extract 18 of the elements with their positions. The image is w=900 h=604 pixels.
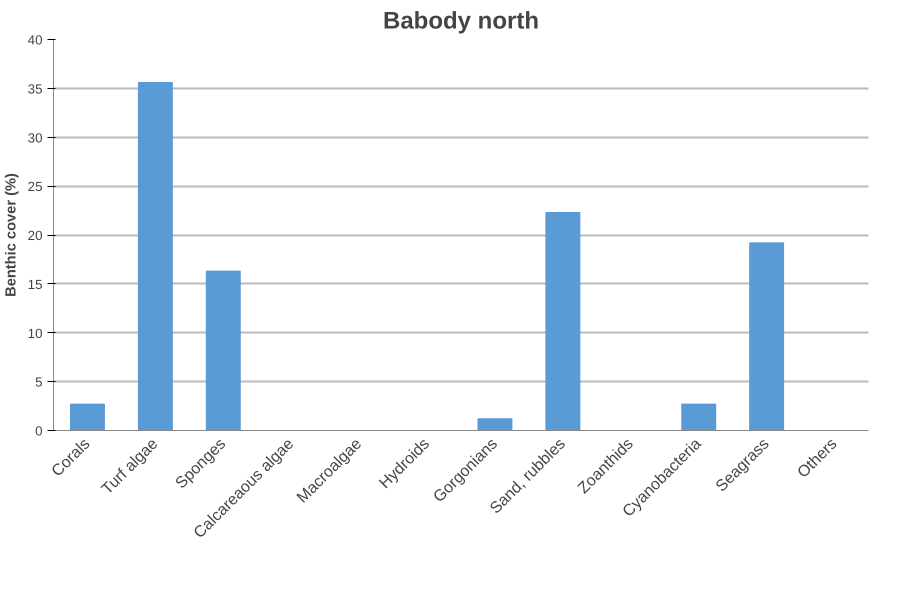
y-tick-label: 20	[28, 228, 43, 243]
bar	[206, 270, 241, 430]
bar	[681, 404, 716, 430]
bar	[545, 212, 580, 430]
bar	[477, 418, 512, 430]
bar	[138, 82, 173, 430]
y-tick-label: 0	[35, 424, 43, 438]
y-tick-label: 35	[28, 81, 43, 96]
y-tick-label: 40	[28, 32, 43, 48]
y-tick-label: 5	[35, 374, 43, 390]
y-axis-title: Benthic cover (%)	[4, 172, 20, 297]
bar	[70, 404, 105, 430]
y-tick-label: 30	[28, 130, 43, 146]
y-tick-label: 10	[28, 326, 43, 341]
y-tick-label: 25	[28, 179, 43, 194]
y-tick-label: 15	[28, 276, 43, 292]
chart-title: Babody north	[383, 8, 540, 34]
bar	[749, 242, 784, 430]
